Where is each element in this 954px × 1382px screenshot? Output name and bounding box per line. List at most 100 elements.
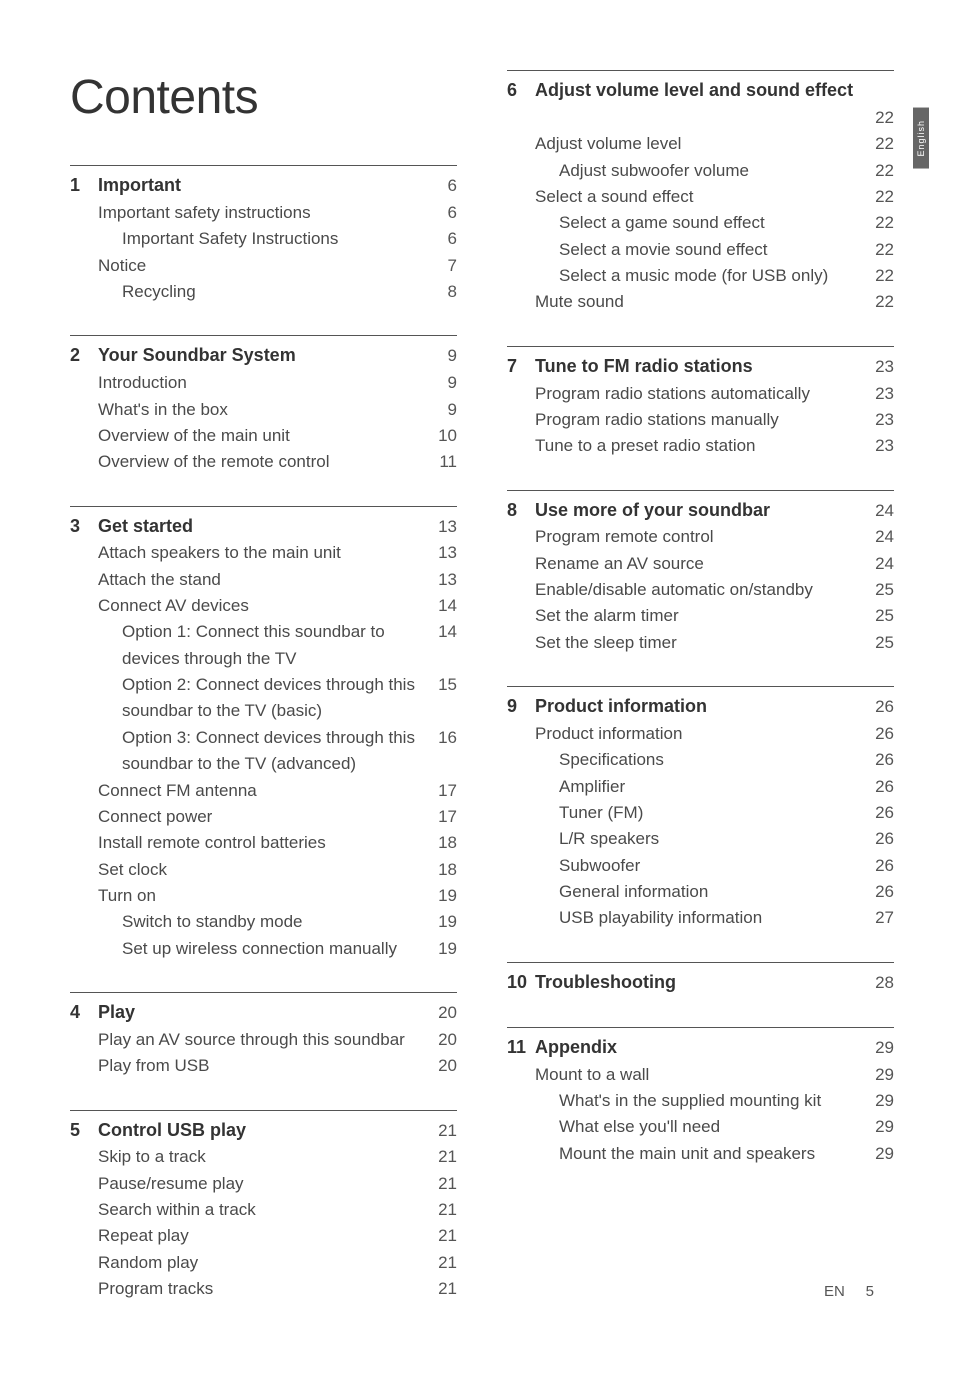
toc-entry[interactable]: Turn on19 <box>70 883 457 909</box>
toc-entry[interactable]: Specifications26 <box>507 747 894 773</box>
toc-entry[interactable]: Pause/resume play21 <box>70 1171 457 1197</box>
toc-entry[interactable]: Option 2: Connect devices through this s… <box>70 672 457 725</box>
toc-heading-row[interactable]: 6Adjust volume level and sound effect <box>507 77 894 105</box>
page-ref: 15 <box>433 672 457 698</box>
entry-label: Play an AV source through this soundbar <box>98 1027 433 1053</box>
toc-entry[interactable]: Play from USB20 <box>70 1053 457 1079</box>
toc-entry[interactable]: Switch to standby mode19 <box>70 909 457 935</box>
page-ref: 26 <box>870 853 894 879</box>
toc-entry[interactable]: General information26 <box>507 879 894 905</box>
toc-entry[interactable]: Program tracks21 <box>70 1276 457 1302</box>
toc-entry[interactable]: Tuner (FM)26 <box>507 800 894 826</box>
page-ref: 21 <box>433 1144 457 1170</box>
section-title: Troubleshooting <box>535 969 870 997</box>
entry-label: Rename an AV source <box>535 551 870 577</box>
toc-heading-row[interactable]: 10Troubleshooting28 <box>507 969 894 997</box>
toc-entry[interactable]: Introduction9 <box>70 370 457 396</box>
page-ref: 11 <box>433 449 457 475</box>
toc-entry[interactable]: USB playability information27 <box>507 905 894 931</box>
toc-entry[interactable]: Adjust subwoofer volume22 <box>507 158 894 184</box>
toc-entry[interactable]: Select a music mode (for USB only)22 <box>507 263 894 289</box>
toc-entry[interactable]: Enable/disable automatic on/standby25 <box>507 577 894 603</box>
toc-entry[interactable]: Attach the stand13 <box>70 567 457 593</box>
toc-entry[interactable]: Skip to a track21 <box>70 1144 457 1170</box>
toc-entry[interactable]: Search within a track21 <box>70 1197 457 1223</box>
toc-entry[interactable]: What else you'll need29 <box>507 1114 894 1140</box>
toc-heading-row[interactable]: 4Play20 <box>70 999 457 1027</box>
toc-entry[interactable]: Overview of the main unit10 <box>70 423 457 449</box>
toc-entry[interactable]: Important safety instructions6 <box>70 200 457 226</box>
section-number: 11 <box>507 1034 535 1062</box>
toc-entry[interactable]: Select a movie sound effect22 <box>507 237 894 263</box>
toc-heading-row[interactable]: 1Important6 <box>70 172 457 200</box>
page-ref: 21 <box>433 1171 457 1197</box>
toc-entry[interactable]: Random play21 <box>70 1250 457 1276</box>
page-ref: 7 <box>433 253 457 279</box>
entry-label: Set clock <box>98 857 433 883</box>
toc-entry[interactable]: Play an AV source through this soundbar2… <box>70 1027 457 1053</box>
toc-heading-row[interactable]: 8Use more of your soundbar24 <box>507 497 894 525</box>
section-title: Adjust volume level and sound effect <box>535 77 894 105</box>
toc-entry[interactable]: Program radio stations manually23 <box>507 407 894 433</box>
toc-entry[interactable]: Important Safety Instructions6 <box>70 226 457 252</box>
toc-entry[interactable]: Overview of the remote control11 <box>70 449 457 475</box>
page-ref: 13 <box>433 540 457 566</box>
toc-entry[interactable]: Connect power17 <box>70 804 457 830</box>
toc-entry[interactable]: Adjust volume level22 <box>507 131 894 157</box>
toc-entry[interactable]: Select a sound effect22 <box>507 184 894 210</box>
toc-entry[interactable]: Product information26 <box>507 721 894 747</box>
toc-heading-row[interactable]: 5Control USB play21 <box>70 1117 457 1145</box>
entry-label: Option 2: Connect devices through this s… <box>98 672 433 725</box>
toc-entry[interactable]: Connect FM antenna17 <box>70 778 457 804</box>
page-ref: 20 <box>433 1053 457 1079</box>
toc-heading-row[interactable]: 2Your Soundbar System9 <box>70 342 457 370</box>
page-ref: 17 <box>433 778 457 804</box>
toc-entry[interactable]: Set up wireless connection manually19 <box>70 936 457 962</box>
page-ref: 21 <box>433 1223 457 1249</box>
page-ref: 9 <box>433 343 457 369</box>
toc-entry[interactable]: Mount to a wall29 <box>507 1062 894 1088</box>
entry-label: L/R speakers <box>535 826 870 852</box>
entry-label: Select a game sound effect <box>535 210 870 236</box>
toc-heading-row[interactable]: 3Get started13 <box>70 513 457 541</box>
toc-entry[interactable]: What's in the supplied mounting kit29 <box>507 1088 894 1114</box>
toc-entry[interactable]: Option 1: Connect this soundbar to devic… <box>70 619 457 672</box>
toc-entry[interactable]: Repeat play21 <box>70 1223 457 1249</box>
page-content: Contents 1Important6Important safety ins… <box>0 0 954 1382</box>
section-number: 3 <box>70 513 98 541</box>
toc-entry[interactable]: L/R speakers26 <box>507 826 894 852</box>
toc-entry[interactable]: Program remote control24 <box>507 524 894 550</box>
toc-entry[interactable]: Program radio stations automatically23 <box>507 381 894 407</box>
section-title: Appendix <box>535 1034 870 1062</box>
entry-label: Connect AV devices <box>98 593 433 619</box>
page-ref: 23 <box>870 407 894 433</box>
toc-entry[interactable]: Connect AV devices14 <box>70 593 457 619</box>
toc-entry[interactable]: Set clock18 <box>70 857 457 883</box>
page-ref: 13 <box>433 514 457 540</box>
toc-entry[interactable]: Notice7 <box>70 253 457 279</box>
toc-heading-row[interactable]: 7Tune to FM radio stations23 <box>507 353 894 381</box>
toc-section: 1Important6Important safety instructions… <box>70 165 457 305</box>
entry-label: Set up wireless connection manually <box>98 936 433 962</box>
toc-heading-row[interactable]: 11Appendix29 <box>507 1034 894 1062</box>
entry-label: Set the sleep timer <box>535 630 870 656</box>
toc-entry[interactable]: Amplifier26 <box>507 774 894 800</box>
footer-page: 5 <box>866 1283 874 1300</box>
toc-entry[interactable]: Set the alarm timer25 <box>507 603 894 629</box>
toc-entry[interactable]: Set the sleep timer25 <box>507 630 894 656</box>
toc-entry[interactable]: Mount the main unit and speakers29 <box>507 1141 894 1167</box>
toc-entry[interactable]: Option 3: Connect devices through this s… <box>70 725 457 778</box>
toc-entry[interactable]: What's in the box9 <box>70 397 457 423</box>
toc-entry[interactable]: Recycling8 <box>70 279 457 305</box>
toc-entry[interactable]: Rename an AV source24 <box>507 551 894 577</box>
toc-heading-row[interactable]: 9Product information26 <box>507 693 894 721</box>
toc-entry[interactable]: Attach speakers to the main unit13 <box>70 540 457 566</box>
toc-entry[interactable]: Tune to a preset radio station23 <box>507 433 894 459</box>
toc-entry[interactable]: Subwoofer26 <box>507 853 894 879</box>
entry-label: What else you'll need <box>535 1114 870 1140</box>
page-ref: 23 <box>870 354 894 380</box>
toc-entry[interactable]: Select a game sound effect22 <box>507 210 894 236</box>
toc-entry[interactable]: Mute sound22 <box>507 289 894 315</box>
toc-entry[interactable]: Install remote control batteries18 <box>70 830 457 856</box>
page-ref: 6 <box>433 200 457 226</box>
